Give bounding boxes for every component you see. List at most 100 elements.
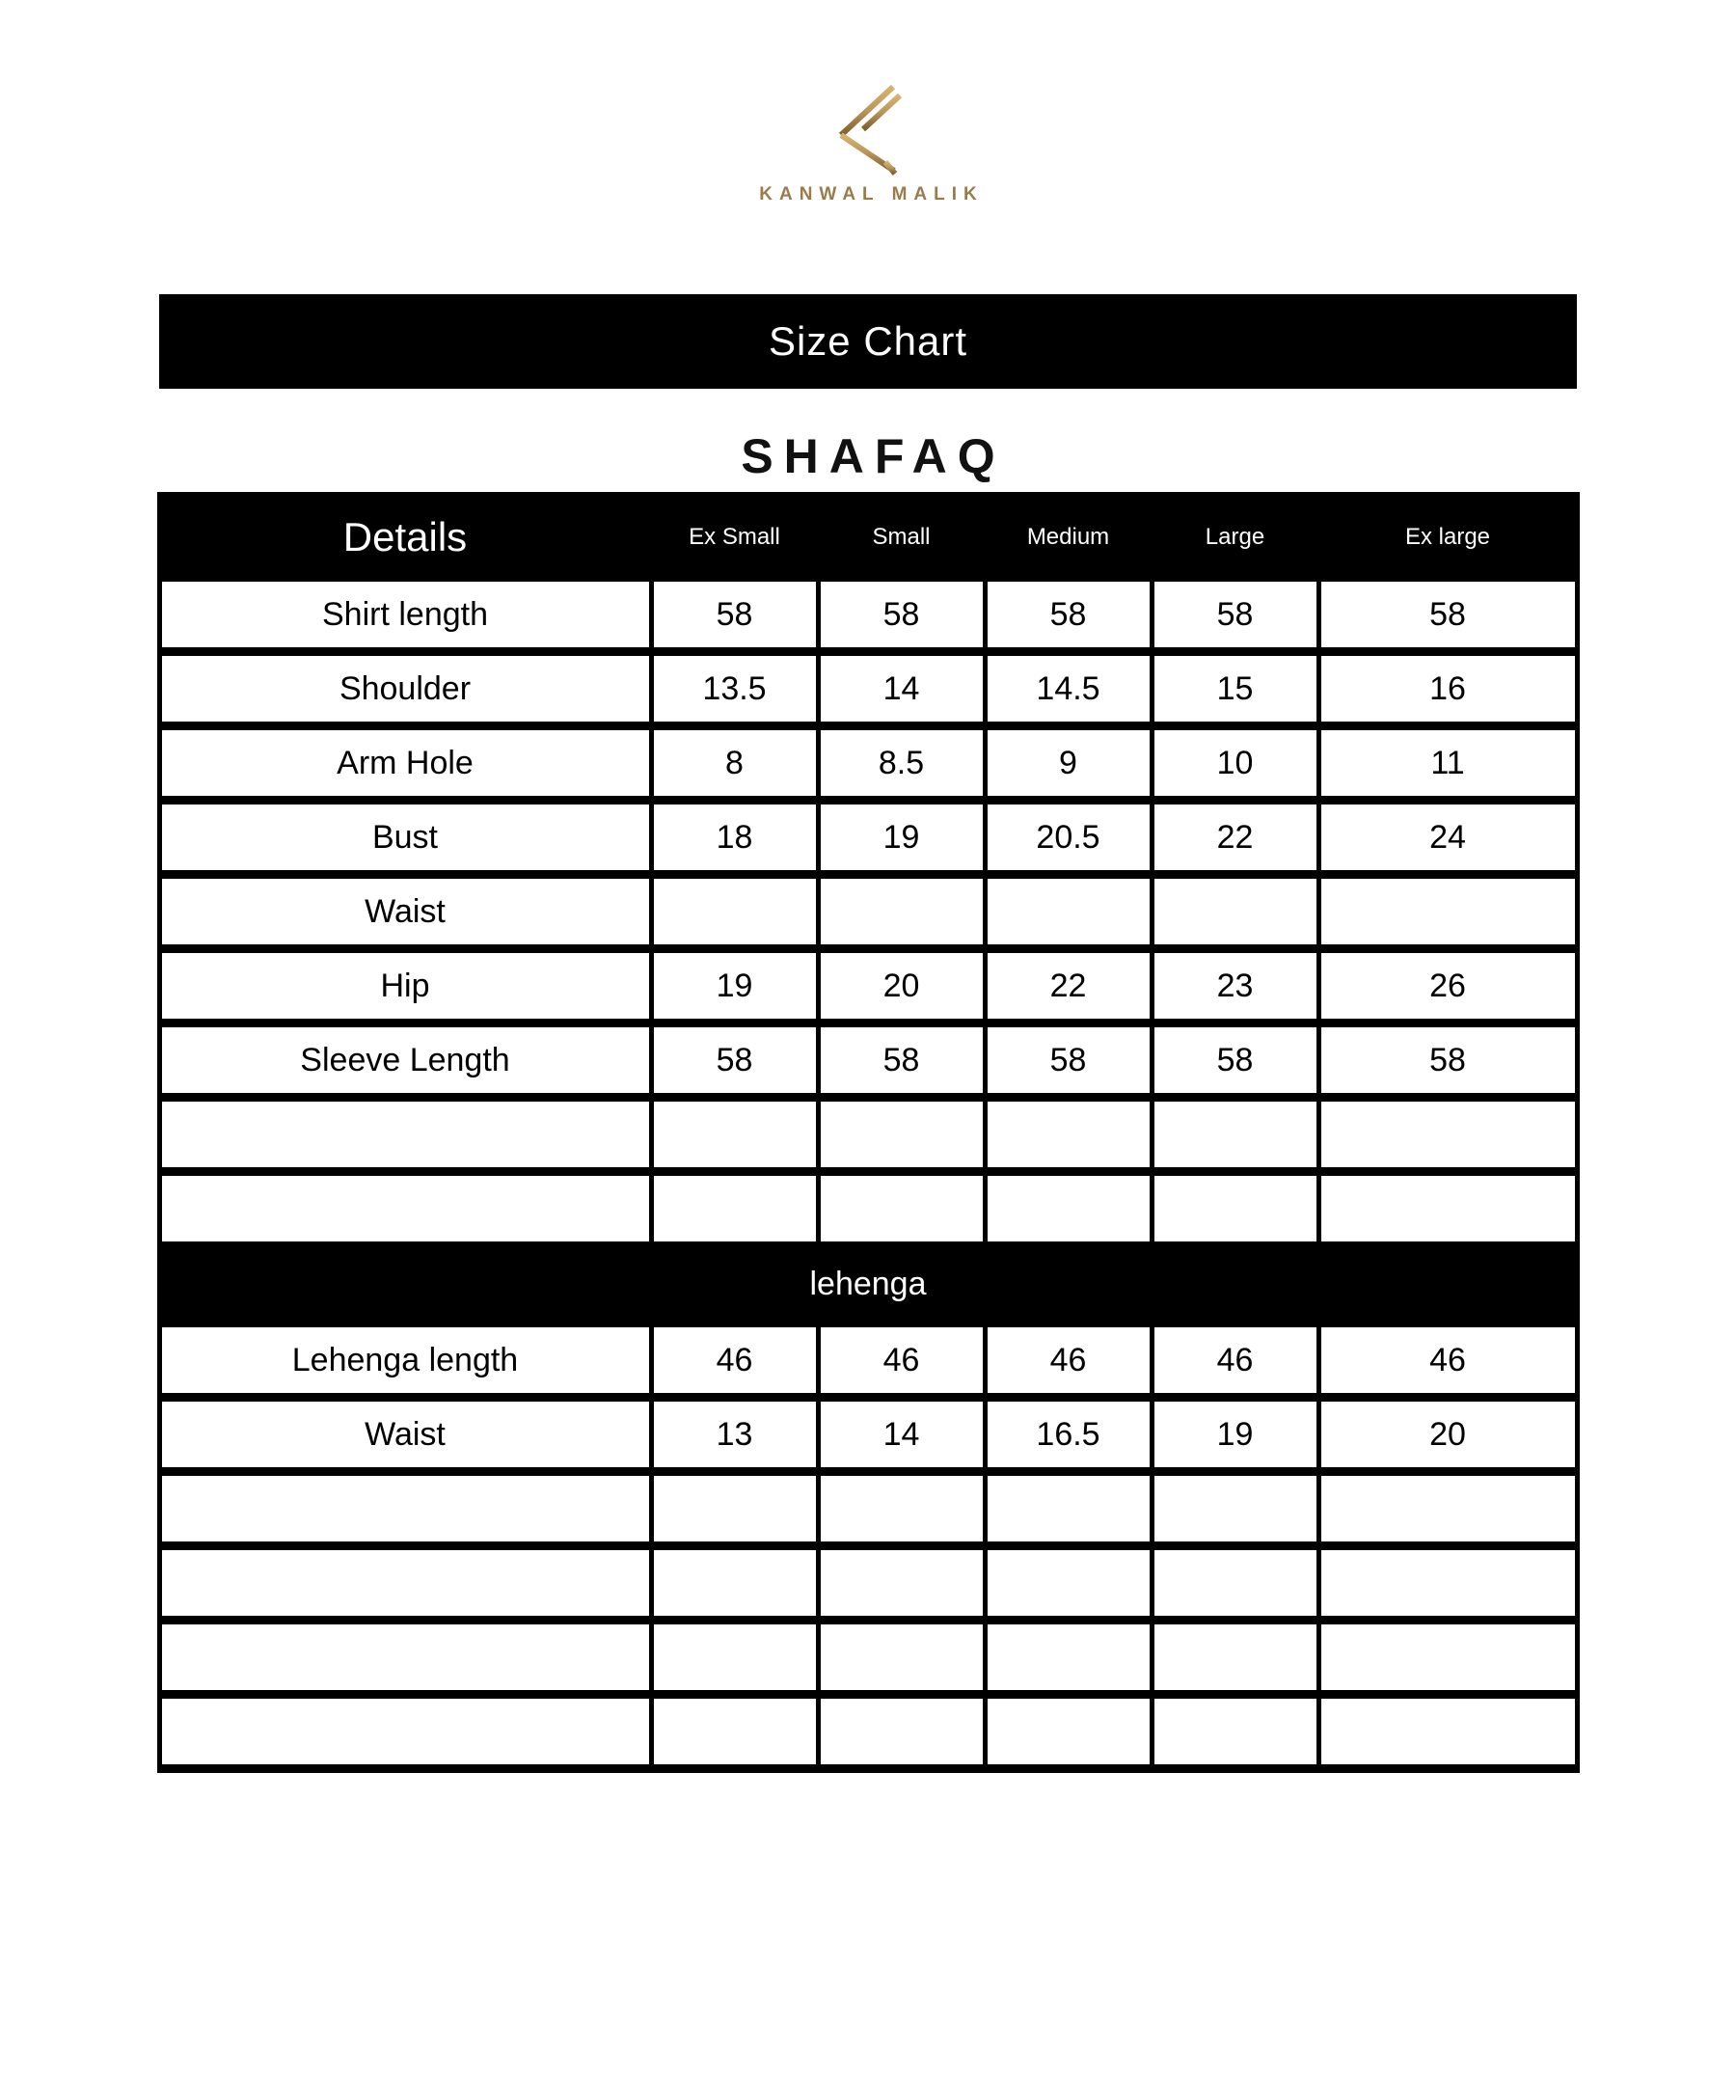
size-value-cell	[815, 870, 988, 953]
column-header-details: Details	[156, 492, 654, 582]
row-label: Shirt length	[156, 573, 654, 656]
size-value-cell: 58	[1316, 573, 1580, 656]
size-value-cell: 8	[648, 722, 821, 805]
size-value-cell: 14	[815, 1393, 988, 1476]
table-row: Hip 19 20 22 23 26	[156, 944, 1580, 1027]
size-value-cell	[982, 870, 1154, 953]
row-label: Waist	[156, 1393, 654, 1476]
product-name: SHAFAQ	[741, 429, 1006, 483]
row-label: Hip	[156, 944, 654, 1027]
size-value-cell: 58	[648, 1019, 821, 1102]
lehenga-banner-row: lehenga	[156, 1241, 1580, 1327]
shirt-measurements-section: Shirt length 58 58 58 58 58 Shoulder 13.5 14 14.5…	[156, 573, 1580, 1250]
size-value-cell: 46	[815, 1319, 988, 1402]
row-label	[156, 1690, 654, 1773]
size-value-cell: 22	[982, 944, 1154, 1027]
size-value-cell: 16	[1316, 647, 1580, 730]
k-monogram-icon	[834, 84, 903, 177]
size-value-cell: 19	[1149, 1393, 1321, 1476]
column-header-small: Small	[815, 492, 988, 582]
table-row	[156, 1690, 1580, 1773]
brand-logo: KANWAL MALIK	[0, 0, 1736, 205]
column-header-medium: Medium	[982, 492, 1154, 582]
table-row: Lehenga length 46 46 46 46 46	[156, 1319, 1580, 1402]
size-chart-banner: Size Chart	[159, 294, 1577, 389]
table-row: Shirt length 58 58 58 58 58	[156, 573, 1580, 656]
size-value-cell	[648, 1690, 821, 1773]
size-value-cell: 9	[982, 722, 1154, 805]
size-value-cell	[648, 1616, 821, 1699]
size-value-cell	[1149, 870, 1321, 953]
size-value-cell	[1316, 1541, 1580, 1624]
size-value-cell: 58	[815, 573, 988, 656]
size-value-cell	[982, 1541, 1154, 1624]
size-value-cell: 19	[648, 944, 821, 1027]
size-value-cell	[1149, 1093, 1321, 1176]
size-value-cell: 8.5	[815, 722, 988, 805]
size-value-cell	[982, 1093, 1154, 1176]
size-value-cell	[1316, 1690, 1580, 1773]
row-label: Lehenga length	[156, 1319, 654, 1402]
size-value-cell	[815, 1167, 988, 1250]
row-label	[156, 1541, 654, 1624]
size-value-cell	[1316, 1467, 1580, 1550]
size-value-cell: 58	[1316, 1019, 1580, 1102]
row-label: Arm Hole	[156, 722, 654, 805]
size-value-cell	[648, 1093, 821, 1176]
size-table: Details Ex Small Small Medium Large Ex l…	[156, 492, 1580, 1773]
size-value-cell: 58	[815, 1019, 988, 1102]
size-value-cell: 20	[1316, 1393, 1580, 1476]
size-value-cell: 46	[1149, 1319, 1321, 1402]
row-label: Bust	[156, 796, 654, 879]
size-value-cell: 15	[1149, 647, 1321, 730]
size-value-cell	[1316, 1616, 1580, 1699]
table-row	[156, 1167, 1580, 1250]
lehenga-banner-section: lehenga	[156, 1241, 1580, 1327]
row-label: Sleeve Length	[156, 1019, 654, 1102]
size-value-cell	[1149, 1541, 1321, 1624]
size-value-cell	[1149, 1167, 1321, 1250]
size-value-cell: 58	[982, 1019, 1154, 1102]
size-value-cell	[1149, 1616, 1321, 1699]
table-row	[156, 1541, 1580, 1624]
row-label: Waist	[156, 870, 654, 953]
table-row: Bust 18 19 20.5 22 24	[156, 796, 1580, 879]
table-row	[156, 1093, 1580, 1176]
table-row: Waist	[156, 870, 1580, 953]
size-value-cell: 58	[1149, 573, 1321, 656]
brand-name: KANWAL MALIK	[759, 184, 984, 205]
size-value-cell	[815, 1541, 988, 1624]
lehenga-banner-label: lehenga	[156, 1241, 1580, 1327]
size-value-cell: 46	[1316, 1319, 1580, 1402]
size-value-cell: 58	[1149, 1019, 1321, 1102]
size-value-cell	[815, 1467, 988, 1550]
size-value-cell	[1316, 1167, 1580, 1250]
row-label	[156, 1167, 654, 1250]
size-value-cell: 10	[1149, 722, 1321, 805]
column-header-large: Large	[1149, 492, 1321, 582]
table-row: Waist 13 14 16.5 19 20	[156, 1393, 1580, 1476]
size-value-cell	[815, 1093, 988, 1176]
size-value-cell	[648, 1541, 821, 1624]
size-value-cell	[982, 1467, 1154, 1550]
table-row: Shoulder 13.5 14 14.5 15 16	[156, 647, 1580, 730]
row-label: Shoulder	[156, 647, 654, 730]
size-value-cell: 20.5	[982, 796, 1154, 879]
size-value-cell	[815, 1690, 988, 1773]
size-value-cell: 58	[982, 573, 1154, 656]
size-value-cell	[648, 1467, 821, 1550]
size-value-cell	[648, 870, 821, 953]
size-value-cell: 11	[1316, 722, 1580, 805]
table-row	[156, 1616, 1580, 1699]
column-header-ex-small: Ex Small	[648, 492, 821, 582]
header-row: Details Ex Small Small Medium Large Ex l…	[156, 492, 1580, 582]
size-table-header: Details Ex Small Small Medium Large Ex l…	[156, 492, 1580, 582]
size-value-cell: 23	[1149, 944, 1321, 1027]
size-value-cell: 22	[1149, 796, 1321, 879]
column-header-ex-large: Ex large	[1316, 492, 1580, 582]
size-value-cell	[982, 1690, 1154, 1773]
size-value-cell	[982, 1167, 1154, 1250]
row-label	[156, 1616, 654, 1699]
size-value-cell	[1149, 1690, 1321, 1773]
